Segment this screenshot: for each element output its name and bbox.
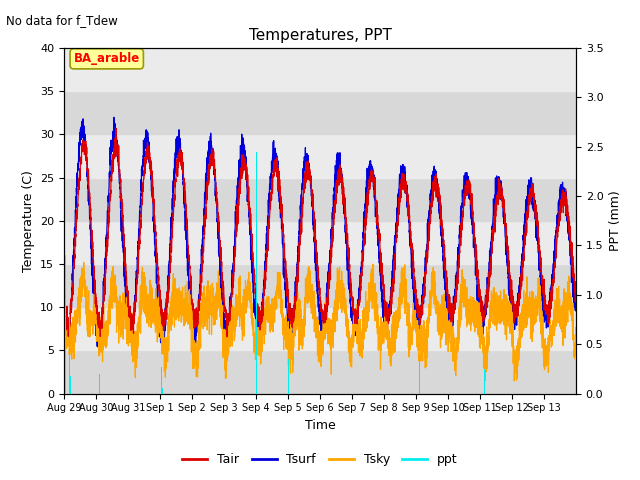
- Bar: [64, 48, 576, 91]
- Bar: [64, 221, 576, 264]
- Bar: [64, 264, 576, 307]
- Y-axis label: Temperature (C): Temperature (C): [22, 170, 35, 272]
- Bar: [64, 134, 576, 178]
- Title: Temperatures, PPT: Temperatures, PPT: [248, 28, 392, 43]
- Bar: [64, 350, 576, 394]
- Bar: [64, 178, 576, 221]
- Legend: Tair, Tsurf, Tsky, ppt: Tair, Tsurf, Tsky, ppt: [177, 448, 463, 471]
- X-axis label: Time: Time: [305, 419, 335, 432]
- Text: No data for f_Tdew: No data for f_Tdew: [6, 14, 118, 27]
- Y-axis label: PPT (mm): PPT (mm): [609, 191, 622, 251]
- Bar: [64, 91, 576, 134]
- Bar: [64, 307, 576, 350]
- Text: BA_arable: BA_arable: [74, 52, 140, 65]
